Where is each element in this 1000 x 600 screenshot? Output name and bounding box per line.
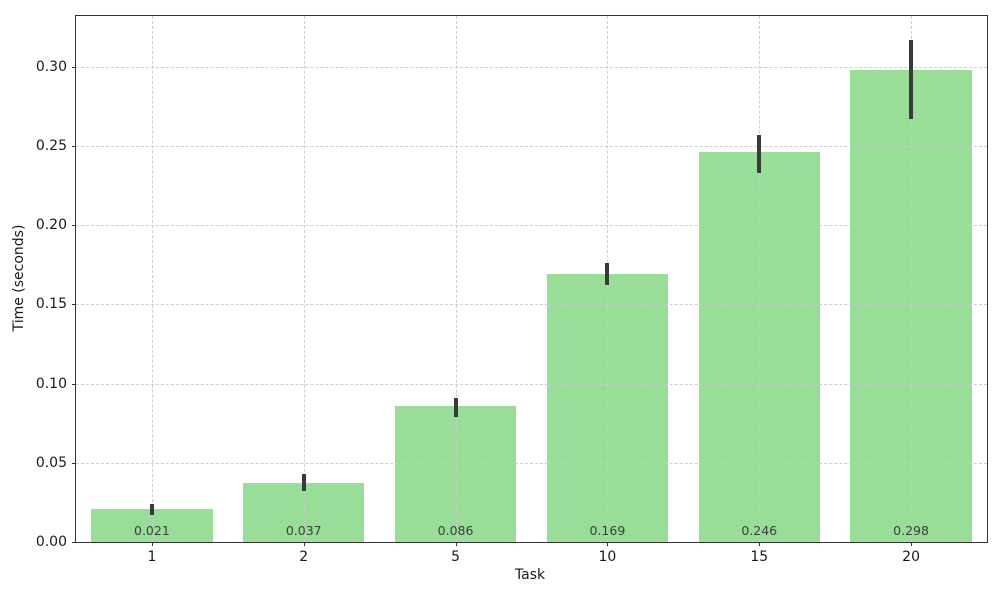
bar-task-15 [698,152,820,542]
y-tick-label: 0.15 [35,296,67,313]
x-tick-mark [455,542,457,546]
y-tick-label: 0.20 [35,217,67,234]
error-bar-task-5 [453,397,458,417]
x-tick-mark [607,542,609,546]
error-bar-task-20 [909,39,914,119]
x-tick-mark [151,542,153,546]
gridline-x-2 [303,16,305,542]
bar-task-5 [394,405,517,542]
bar-value-label: 0.086 [437,523,474,538]
y-tick-mark [72,66,76,68]
bar-value-label: 0.037 [285,523,322,538]
y-tick-label: 0.00 [35,534,67,550]
bar-value-label: 0.169 [589,523,626,538]
x-tick-label: 2 [299,549,309,565]
y-tick-mark [72,462,76,464]
y-tick-label: 0.10 [35,375,67,392]
bar-value-label: 0.246 [741,523,778,538]
y-tick-mark [72,304,76,306]
bar-value-label: 0.021 [134,523,170,538]
y-tick-mark [72,542,76,543]
y-tick-mark [72,383,76,385]
gridline-y-0.30 [76,66,987,68]
x-axis-title: Task [514,567,546,583]
y-tick-label: 0.25 [35,137,67,154]
x-tick-mark [303,542,305,546]
bar-task-10 [546,274,669,542]
error-bar-task-1 [149,503,154,516]
bar-value-label: 0.298 [893,523,929,538]
x-tick-label: 1 [147,549,157,565]
y-axis-title: Time (seconds) [11,224,27,332]
x-tick-label: 10 [598,549,617,565]
x-tick-label: 20 [902,549,920,565]
x-tick-mark [759,542,761,546]
gridline-x-5 [455,16,457,542]
x-tick-mark [911,542,913,546]
y-tick-label: 0.05 [35,454,67,471]
gridline-y-0.05 [76,462,987,464]
gridline-y-0.15 [76,304,987,306]
gridline-x-20 [911,16,913,542]
y-tick-label: 0.30 [35,58,67,75]
x-tick-label: 5 [451,549,461,565]
error-bar-task-2 [301,473,306,492]
gridline-y-0.25 [76,145,987,147]
gridline-x-15 [759,16,761,542]
y-tick-mark [72,225,76,227]
gridline-y-0.10 [76,383,987,385]
error-bar-task-10 [605,263,610,286]
y-tick-mark [72,145,76,147]
bar-task-2 [243,483,365,542]
gridline-x-1 [151,16,153,542]
error-bar-task-15 [757,134,762,173]
plot-area: 0.00 0.05 0.10 0.15 0.20 0.25 0.30 0.021 1 0.037 2… [36,15,988,565]
gridline-y-0.20 [76,225,987,227]
x-tick-label: 15 [750,549,769,565]
